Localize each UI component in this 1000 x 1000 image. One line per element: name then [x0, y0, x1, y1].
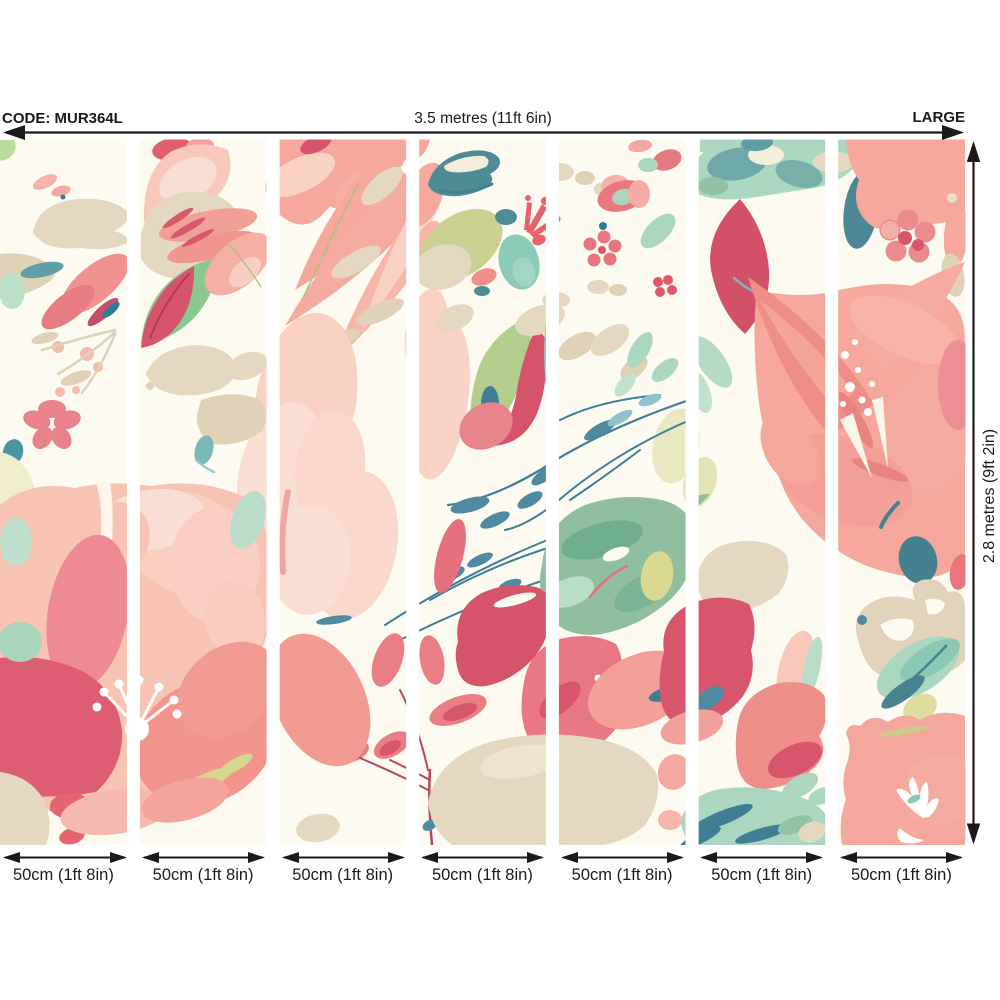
svg-text:50cm (1ft 8in): 50cm (1ft 8in)	[432, 866, 533, 884]
svg-text:50cm (1ft 8in): 50cm (1ft 8in)	[851, 866, 952, 884]
svg-text:CODE: MUR364L: CODE: MUR364L	[2, 110, 123, 127]
svg-text:50cm (1ft 8in): 50cm (1ft 8in)	[13, 866, 114, 884]
svg-text:50cm (1ft 8in): 50cm (1ft 8in)	[153, 866, 254, 884]
svg-text:2.8 metres (9ft 2in): 2.8 metres (9ft 2in)	[981, 429, 998, 563]
svg-text:50cm (1ft 8in): 50cm (1ft 8in)	[572, 866, 673, 884]
svg-text:3.5 metres (11ft 6in): 3.5 metres (11ft 6in)	[414, 110, 552, 127]
svg-text:50cm (1ft 8in): 50cm (1ft 8in)	[711, 866, 812, 884]
svg-text:LARGE: LARGE	[913, 109, 966, 126]
svg-text:50cm (1ft 8in): 50cm (1ft 8in)	[292, 866, 393, 884]
